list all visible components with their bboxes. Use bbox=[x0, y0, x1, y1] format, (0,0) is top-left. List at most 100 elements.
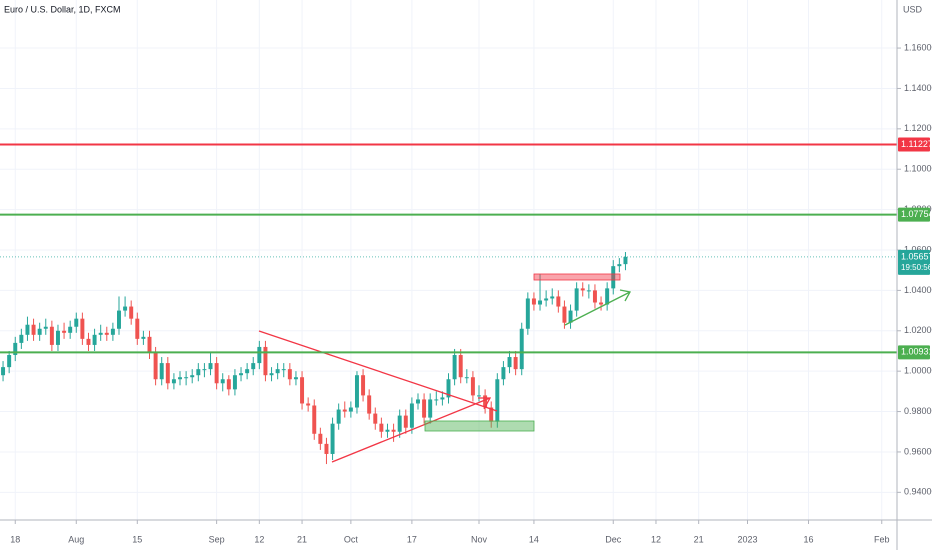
candle-body bbox=[214, 363, 219, 384]
y-tick-label: 0.98000 bbox=[904, 406, 932, 416]
y-tick-label: 1.12000 bbox=[904, 123, 932, 133]
candle-body bbox=[184, 377, 189, 379]
x-tick-label: 21 bbox=[694, 534, 704, 544]
x-tick-label: Nov bbox=[471, 534, 488, 544]
candle-body bbox=[110, 328, 115, 335]
candle-body bbox=[556, 296, 561, 307]
candle-body bbox=[623, 256, 628, 265]
resistance-zone bbox=[533, 273, 621, 281]
candle-body bbox=[330, 423, 335, 454]
x-tick-label: Sep bbox=[209, 534, 225, 544]
candle-body bbox=[318, 433, 323, 444]
candle-body bbox=[37, 328, 42, 335]
price-badge-label: 1.00931 bbox=[901, 347, 932, 357]
y-tick-label: 1.06000 bbox=[904, 244, 932, 254]
candle-body bbox=[367, 395, 372, 414]
candle-body bbox=[86, 338, 91, 345]
candle-body bbox=[300, 377, 305, 404]
candle-body bbox=[379, 423, 384, 432]
y-tick-label: 1.10000 bbox=[904, 164, 932, 174]
candle-body bbox=[477, 395, 481, 397]
candle-body bbox=[257, 346, 262, 364]
candle-body bbox=[55, 330, 60, 345]
candle-body bbox=[98, 332, 103, 335]
x-tick-label: 21 bbox=[297, 534, 307, 544]
candle-body bbox=[129, 306, 134, 319]
candle-body bbox=[354, 375, 359, 408]
candle-body bbox=[306, 403, 311, 406]
candle-body bbox=[434, 399, 439, 401]
candle-body bbox=[135, 318, 140, 339]
candle-body bbox=[220, 379, 225, 384]
price-badge-label: 1.11227 bbox=[901, 139, 932, 149]
candle-body bbox=[611, 266, 616, 289]
arrow-head bbox=[478, 397, 492, 410]
candle-body bbox=[25, 324, 30, 335]
y-tick-label: 1.02000 bbox=[904, 325, 932, 335]
x-tick-label: Dec bbox=[605, 534, 622, 544]
candle-body bbox=[159, 363, 164, 380]
candle-body bbox=[275, 369, 280, 374]
candle-body bbox=[208, 363, 213, 370]
x-tick-label: 16 bbox=[804, 534, 814, 544]
candle-body bbox=[483, 395, 488, 408]
candle-body bbox=[171, 379, 176, 384]
candle-body bbox=[196, 369, 201, 376]
candle-body bbox=[416, 399, 420, 404]
y-tick-label: 1.16000 bbox=[904, 42, 932, 52]
candle-body bbox=[592, 290, 597, 303]
candle-body bbox=[153, 352, 158, 380]
candle-body bbox=[538, 300, 543, 305]
x-tick-label: Aug bbox=[68, 534, 84, 544]
price-badge bbox=[898, 207, 930, 222]
candle-body bbox=[470, 377, 475, 396]
candle-body bbox=[525, 298, 530, 329]
candle-body bbox=[324, 443, 329, 454]
candle-body bbox=[43, 326, 48, 329]
candle-body bbox=[49, 326, 54, 345]
price-badge-label: 1.07754 bbox=[901, 209, 932, 219]
candle-body bbox=[403, 415, 408, 428]
candle-body bbox=[269, 373, 274, 376]
x-tick-label: Oct bbox=[344, 534, 359, 544]
candle-body bbox=[263, 346, 268, 376]
countdown-label: 19:50:56 bbox=[901, 263, 932, 272]
candle-body bbox=[409, 403, 414, 428]
candle-body bbox=[165, 363, 170, 384]
grid bbox=[0, 0, 897, 520]
candle-body bbox=[574, 288, 579, 311]
candle-body bbox=[62, 330, 67, 333]
last-price-badge bbox=[898, 249, 930, 275]
candle-body bbox=[13, 342, 18, 356]
candle-body bbox=[178, 377, 182, 380]
y-tick-label: 1.04000 bbox=[904, 285, 932, 295]
x-tick-label: 18 bbox=[10, 534, 20, 544]
candle-body bbox=[293, 377, 298, 380]
trend-line bbox=[331, 397, 491, 463]
candle-body bbox=[239, 373, 244, 376]
candle-body bbox=[19, 334, 24, 343]
candle-body bbox=[342, 409, 347, 412]
candle-body bbox=[92, 334, 97, 345]
candle-body bbox=[422, 399, 427, 418]
candle-body bbox=[446, 379, 451, 398]
candle-body bbox=[562, 306, 567, 323]
candle-body bbox=[202, 369, 207, 371]
candle-body bbox=[452, 355, 457, 380]
candle-body bbox=[531, 298, 536, 305]
candle-body bbox=[580, 288, 585, 291]
candle-body bbox=[281, 369, 286, 371]
candle-body bbox=[385, 429, 390, 432]
currency-label: USD bbox=[903, 4, 923, 14]
candle-body bbox=[7, 355, 12, 368]
price-badge bbox=[898, 137, 930, 152]
candle-body bbox=[336, 409, 341, 424]
candle-body bbox=[440, 397, 445, 400]
price-badge bbox=[898, 345, 930, 360]
candle-body bbox=[251, 363, 256, 370]
candle-body bbox=[586, 290, 591, 292]
candle-body bbox=[391, 429, 396, 432]
